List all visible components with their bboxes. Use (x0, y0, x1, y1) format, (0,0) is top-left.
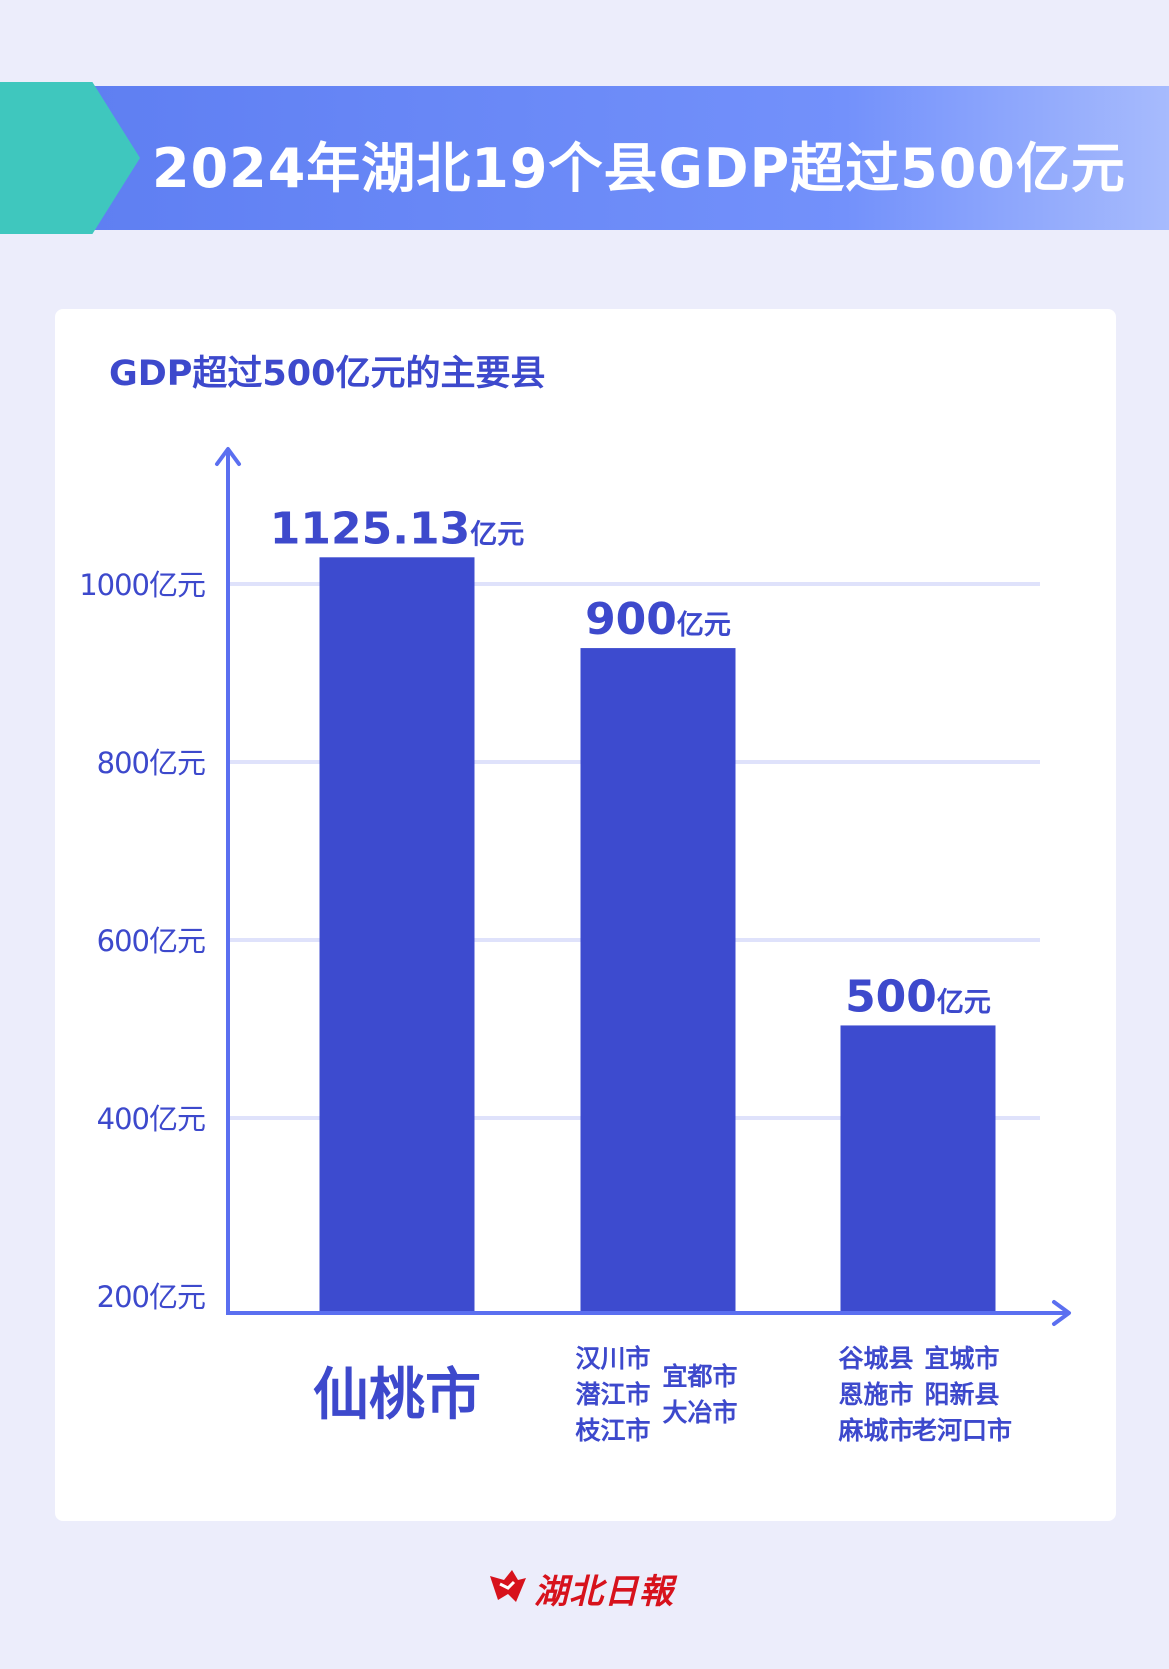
x-tick-label: 仙桃市 (313, 1363, 481, 1428)
bar (840, 1025, 996, 1313)
y-tick-label: 400亿元 (97, 1102, 205, 1136)
x-tick-label: 宜都市 (662, 1362, 737, 1391)
x-tick-label: 麻城市 (837, 1416, 913, 1445)
hubei-daily-logo-icon (490, 1570, 526, 1602)
data-label: 900亿元 (585, 594, 731, 645)
x-tick-label: 潜江市 (575, 1380, 650, 1409)
x-tick-label: 宜城市 (924, 1344, 999, 1373)
logo-text: 湖北日報 (534, 1572, 674, 1612)
footer-logo: 湖北日報 (488, 1560, 688, 1612)
y-tick-label: 800亿元 (97, 746, 205, 780)
chart-title: GDP超过500亿元的主要县 (109, 354, 546, 394)
x-tick-label: 谷城县 (838, 1344, 913, 1373)
x-axis-arrow-icon (1052, 1300, 1071, 1326)
data-label: 1125.13亿元 (270, 503, 524, 554)
y-tick-label: 1000亿元 (79, 568, 205, 602)
x-tick-label: 老河口市 (912, 1416, 1012, 1445)
y-tick-label: 200亿元 (97, 1280, 205, 1314)
x-tick-label: 大冶市 (662, 1398, 737, 1427)
data-label: 500亿元 (845, 971, 991, 1022)
title-banner: 2024年湖北19个县GDP超过500亿元 (0, 82, 1169, 234)
bar (319, 557, 475, 1313)
x-tick-label: 阳新县 (924, 1380, 999, 1409)
banner-background (95, 86, 1169, 230)
x-tick-label: 汉川市 (575, 1344, 650, 1373)
y-axis-arrow-icon (215, 447, 241, 466)
page-title: 2024年湖北19个县GDP超过500亿元 (152, 137, 1126, 200)
y-tick-label: 600亿元 (97, 924, 205, 958)
x-tick-label: 枝江市 (575, 1416, 650, 1445)
x-tick-label: 恩施市 (838, 1380, 913, 1409)
bar (580, 648, 736, 1313)
